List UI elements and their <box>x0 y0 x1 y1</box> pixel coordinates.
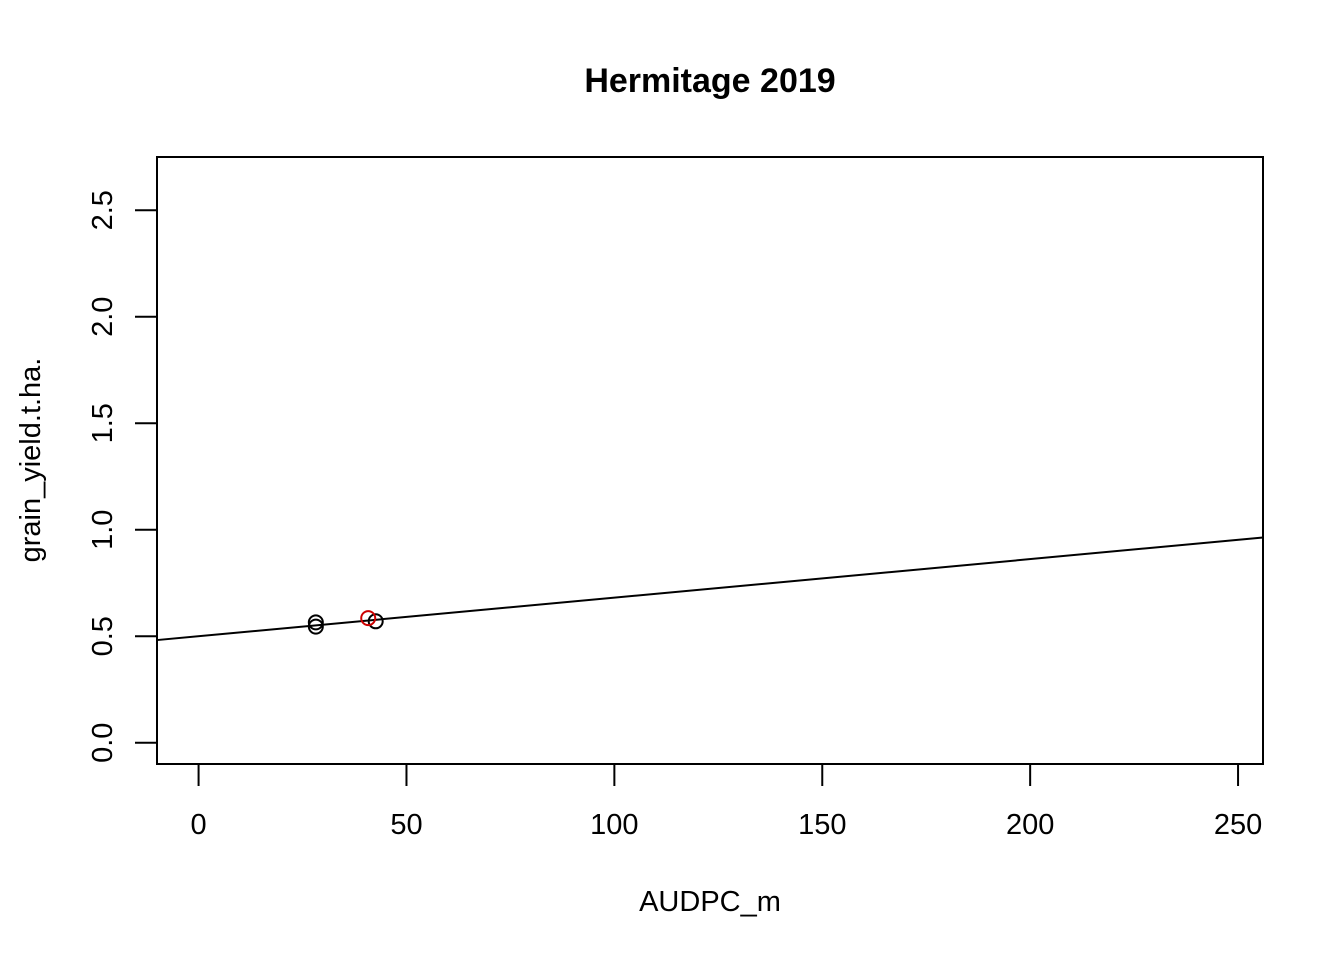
x-tick-label: 100 <box>590 809 638 841</box>
x-tick-label: 50 <box>390 809 422 841</box>
x-tick-label: 250 <box>1214 809 1262 841</box>
x-tick-label: 150 <box>798 809 846 841</box>
y-axis-label: grain_yield.t.ha. <box>15 358 47 563</box>
y-tick-label: 0.0 <box>87 723 119 763</box>
x-axis-label: AUDPC_m <box>639 886 781 918</box>
data-point <box>307 618 324 635</box>
x-axis: 0 50 100 150 200 250 <box>191 763 1262 841</box>
y-tick-label: 2.0 <box>87 297 119 337</box>
y-tick-label: 1.0 <box>87 510 119 550</box>
x-tick-label: 200 <box>1006 809 1054 841</box>
fit-line-layer <box>156 536 1264 642</box>
regression-line <box>156 536 1264 642</box>
chart-title: Hermitage 2019 <box>584 62 835 100</box>
data-point <box>360 610 377 627</box>
points-layer <box>307 610 384 635</box>
data-point <box>307 614 324 631</box>
y-tick-label: 2.5 <box>87 190 119 230</box>
x-tick-label: 0 <box>191 809 207 841</box>
y-tick-label: 0.5 <box>87 616 119 656</box>
y-tick-label: 1.5 <box>87 403 119 443</box>
plot-frame <box>156 156 1264 765</box>
data-point <box>367 613 384 630</box>
y-axis: 0.0 0.5 1.0 1.5 2.0 2.5 <box>87 190 158 763</box>
